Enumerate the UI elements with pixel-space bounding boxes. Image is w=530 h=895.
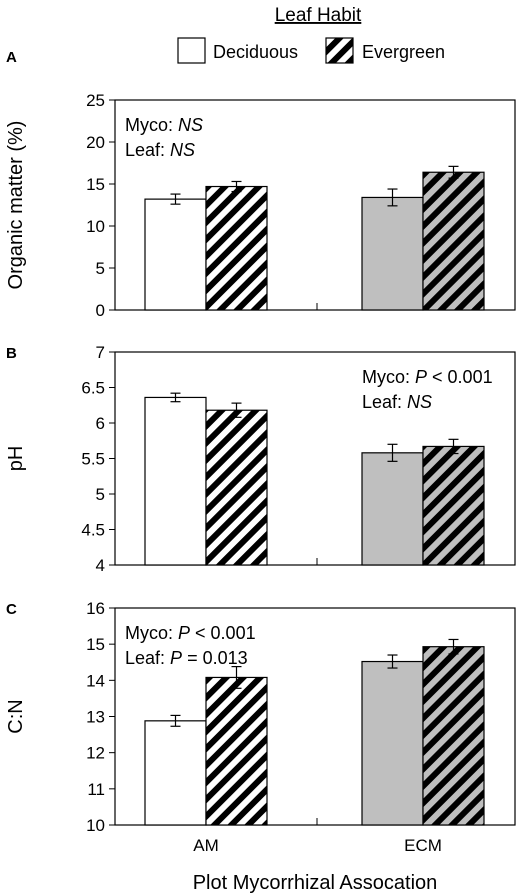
- bar-deciduous-ecm: [361, 196, 424, 311]
- legend-label-evergreen: Evergreen: [362, 42, 445, 62]
- panels: A 0 5 10 15 20 25 Organic matter (%) Myco: NS Lea…: [5, 49, 516, 855]
- y-tick-label: 5: [96, 485, 105, 504]
- y-tick-label: 5: [96, 259, 105, 278]
- bar-deciduous-ecm: [361, 660, 424, 826]
- legend-swatch-deciduous: [177, 37, 206, 64]
- bar-deciduous-am: [144, 720, 207, 826]
- plot-frame: [114, 99, 516, 311]
- bar-deciduous-am: [144, 198, 207, 311]
- y-axis-label: C:N: [5, 699, 27, 733]
- legend-label-deciduous: Deciduous: [213, 42, 298, 62]
- y-tick-label: 10: [86, 217, 105, 236]
- error-bar: [231, 402, 242, 418]
- y-axis-label: Organic matter (%): [5, 121, 27, 290]
- panel-c: C 10 11 12 13 14 15 16 C:N Myco: P < 0.001 Leaf: P…: [5, 599, 516, 855]
- y-tick-label: 5.5: [81, 450, 105, 469]
- bar-deciduous-am: [144, 396, 207, 566]
- stat-annotation: Leaf: NS: [362, 392, 432, 412]
- error-bar: [231, 180, 242, 193]
- stat-annotation: Myco: P < 0.001: [362, 367, 493, 387]
- y-tick-label: 11: [87, 780, 105, 799]
- y-tick-label: 4.5: [81, 521, 105, 540]
- error-bar: [387, 443, 398, 462]
- legend-swatch-evergreen: [325, 37, 354, 64]
- error-bar: [448, 638, 459, 655]
- y-tick-label: 6.5: [81, 379, 105, 398]
- x-axis-label: Plot Mycorrhizal Assocation: [193, 872, 438, 894]
- error-bar: [170, 714, 181, 727]
- error-bar: [170, 193, 181, 205]
- y-tick-label: 13: [86, 708, 105, 727]
- bar-deciduous-ecm: [361, 452, 424, 566]
- panel-letter: C: [6, 601, 17, 618]
- stat-annotation: Myco: NS: [125, 115, 203, 135]
- y-tick-label: 10: [86, 816, 105, 835]
- error-bar: [448, 165, 459, 179]
- legend-title: Leaf Habit: [275, 5, 362, 26]
- x-tick-label: ECM: [404, 836, 442, 855]
- panel-letter: B: [6, 345, 17, 362]
- y-tick-label: 15: [86, 175, 105, 194]
- bar-evergreen-am: [205, 409, 268, 566]
- y-tick-label: 12: [86, 744, 105, 763]
- y-axis-label: pH: [5, 446, 27, 472]
- error-bar: [387, 188, 398, 207]
- bar-evergreen-ecm: [422, 445, 485, 566]
- y-tick-label: 15: [86, 635, 105, 654]
- y-tick-label: 25: [86, 91, 105, 110]
- y-tick-label: 7: [96, 343, 105, 362]
- stat-annotation: Myco: P < 0.001: [125, 623, 256, 643]
- y-tick-label: 16: [86, 599, 105, 618]
- bar-evergreen-ecm: [422, 171, 485, 311]
- stat-annotation: Leaf: P = 0.013: [125, 648, 248, 668]
- panel-letter: A: [6, 49, 17, 66]
- bar-evergreen-ecm: [422, 646, 485, 826]
- error-bar: [387, 654, 398, 669]
- y-tick-label: 4: [96, 556, 105, 575]
- y-tick-label: 14: [86, 671, 105, 690]
- panel-b: B 4 4.5 5 5.5 6 6.5 7 pH Myco: P < 0.001 Leaf: NS: [5, 343, 516, 575]
- error-bar: [170, 392, 181, 403]
- y-tick-label: 20: [86, 133, 105, 152]
- error-bar: [448, 438, 459, 455]
- error-bar: [231, 665, 242, 689]
- stat-annotation: Leaf: NS: [125, 140, 195, 160]
- panel-a: A 0 5 10 15 20 25 Organic matter (%) Myco: NS Lea…: [5, 49, 516, 320]
- y-tick-label: 0: [96, 301, 105, 320]
- bar-evergreen-am: [205, 676, 268, 826]
- legend: Leaf Habit Deciduous Evergreen: [177, 5, 445, 64]
- y-tick-label: 6: [96, 414, 105, 433]
- x-tick-label: AM: [193, 836, 219, 855]
- bar-evergreen-am: [205, 185, 268, 311]
